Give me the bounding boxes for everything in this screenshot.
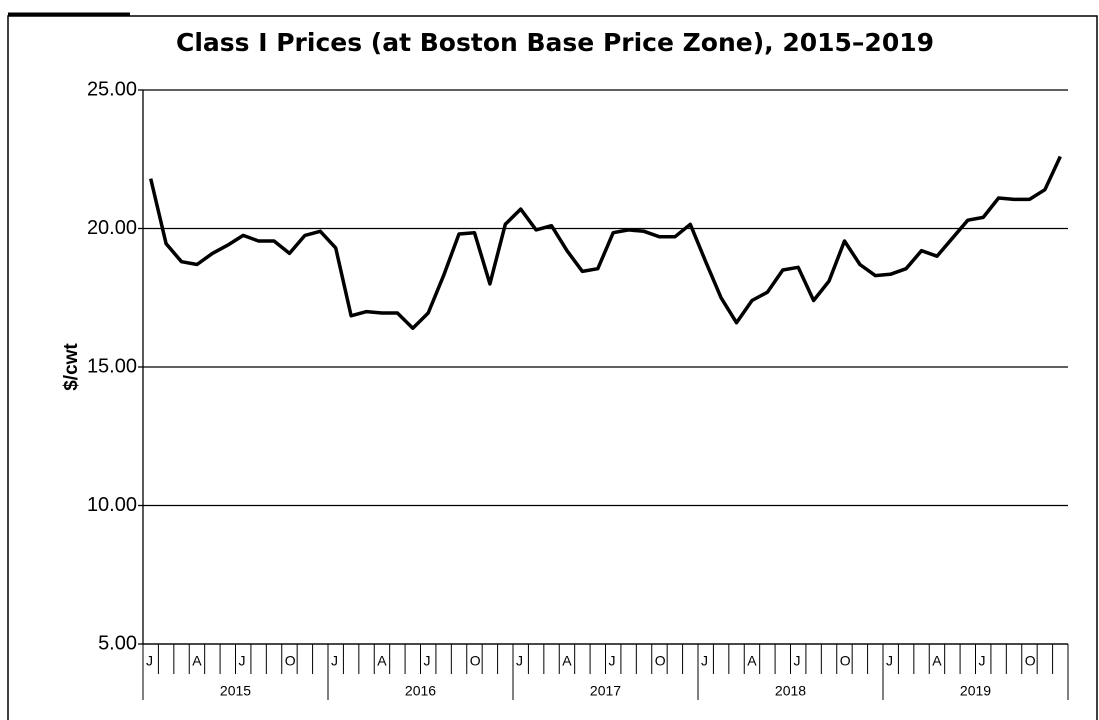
- x-tick-label: A: [747, 653, 757, 669]
- y-tick-label: 5.00: [98, 632, 137, 654]
- x-tick-label: J: [424, 653, 431, 669]
- x-tick-label: A: [377, 653, 387, 669]
- y-tick-label: 10.00: [87, 494, 137, 516]
- x-tick-label: O: [1025, 653, 1036, 669]
- y-axis-label: $/cwt: [61, 343, 82, 391]
- chart-frame: [7, 15, 1098, 720]
- x-tick-label: J: [516, 653, 523, 669]
- x-tick-label: A: [932, 653, 942, 669]
- year-label: 2017: [590, 683, 621, 699]
- x-tick-label: J: [979, 653, 986, 669]
- y-tick-label: 20.00: [87, 217, 137, 239]
- x-tick-label: O: [470, 653, 481, 669]
- x-tick-label: O: [285, 653, 296, 669]
- x-tick-label: O: [840, 653, 851, 669]
- x-tick-label: J: [794, 653, 801, 669]
- y-tick-label: 25.00: [87, 78, 137, 100]
- chart-title: Class I Prices (at Boston Base Price Zon…: [176, 28, 934, 57]
- year-label: 2018: [775, 683, 806, 699]
- x-tick-label: J: [609, 653, 616, 669]
- x-tick-label: J: [701, 653, 708, 669]
- year-label: 2015: [220, 683, 251, 699]
- year-label: 2019: [960, 683, 991, 699]
- y-tick-label: 15.00: [87, 355, 137, 377]
- x-tick-label: O: [655, 653, 666, 669]
- x-tick-label: A: [562, 653, 572, 669]
- x-tick-label: A: [192, 653, 202, 669]
- x-tick-label: J: [146, 653, 153, 669]
- x-tick-label: J: [331, 653, 338, 669]
- year-label: 2016: [405, 683, 436, 699]
- price-line: [148, 155, 1062, 330]
- x-tick-label: J: [886, 653, 893, 669]
- x-tick-label: J: [239, 653, 246, 669]
